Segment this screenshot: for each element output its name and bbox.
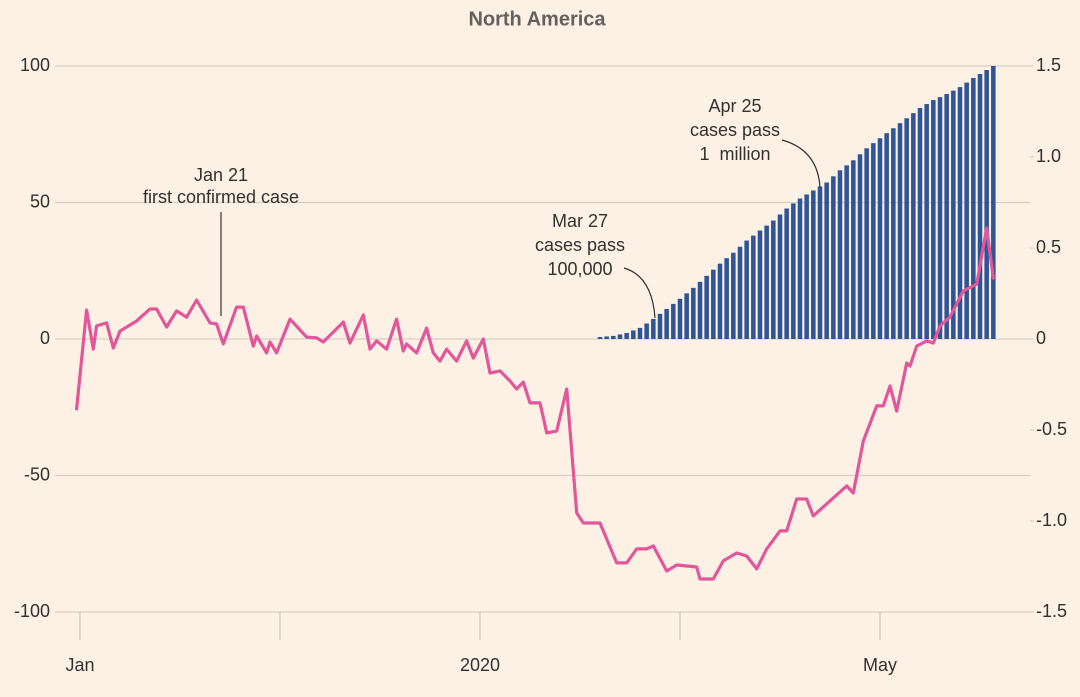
bar [664,308,669,339]
bar [811,190,816,339]
y2-tick-label: 0 [1036,328,1046,348]
x-tick-label: 2020 [460,655,500,675]
bar [604,336,609,339]
y-tick-label: -50 [24,464,50,484]
x-tick-label: May [863,655,897,675]
y-tick-label: 0 [40,328,50,348]
bar [891,128,896,339]
bar [691,287,696,339]
bar [704,275,709,339]
bar [897,123,903,339]
y-tick-label: 100 [20,55,50,75]
bar [731,252,736,339]
bar [697,281,703,339]
bar [971,78,976,340]
bar [957,87,963,339]
bar [837,170,843,339]
bar [964,82,969,339]
bar [677,298,683,339]
bar [597,336,603,339]
bar [651,318,656,339]
y-tick-label: 50 [30,191,50,211]
bars [597,66,996,340]
bar [617,334,623,339]
bar [937,97,943,339]
annotation: Mar 27 [552,211,608,231]
bar [784,208,789,339]
bar [991,66,996,339]
y2-tick-label: -1.5 [1036,601,1067,621]
bar [724,258,729,339]
bar [624,332,629,339]
x-tick-label: Jan [65,655,94,675]
annotation: Jan 21 [194,165,248,185]
y2-tick-label: 1.5 [1036,55,1061,75]
bar [977,74,983,340]
bar [711,269,716,339]
bar [684,293,689,339]
bar [864,148,869,339]
annotation: 100,000 [547,259,612,279]
bar [904,118,909,339]
bar [751,235,756,339]
annotation: cases pass [690,120,780,140]
bar [917,108,923,340]
bar [871,143,876,339]
bar [877,138,883,339]
bar [944,94,949,339]
bar [844,165,849,339]
annotation: Apr 25 [708,96,761,116]
y2-tick-label: -1.0 [1036,510,1067,530]
bar [764,225,769,339]
bar [777,214,783,339]
bar [644,323,649,339]
annotation-pointer [781,139,821,189]
bar [631,330,636,339]
y2-tick-label: -0.5 [1036,419,1067,439]
annotation: first confirmed case [143,187,299,207]
bar [637,327,643,339]
y2-tick-label: 0.5 [1036,237,1061,257]
annotation: cases pass [535,235,625,255]
bar [657,313,663,339]
bar [884,133,889,339]
line [75,226,995,581]
y2-tick-label: 1.0 [1036,146,1061,166]
bar [824,182,829,339]
bar [924,104,929,340]
bar [791,203,796,339]
bar [851,160,856,339]
chart-title: North America [468,8,606,30]
bar [611,335,616,339]
y-tick-label: -100 [14,601,50,621]
bar [931,100,936,339]
bar [817,186,823,339]
annotation: 1 million [699,144,770,164]
bar [797,198,803,339]
lines [75,226,995,581]
bar [744,240,749,339]
bar [737,246,743,339]
bar [831,176,836,339]
bar [951,90,956,339]
bar [757,230,763,339]
bar [771,220,776,339]
bar [857,154,863,339]
bar [717,263,723,339]
bar [671,303,676,339]
bar [984,70,989,339]
annotation-pointer [623,267,656,319]
bar [804,194,809,339]
bar [911,113,916,339]
